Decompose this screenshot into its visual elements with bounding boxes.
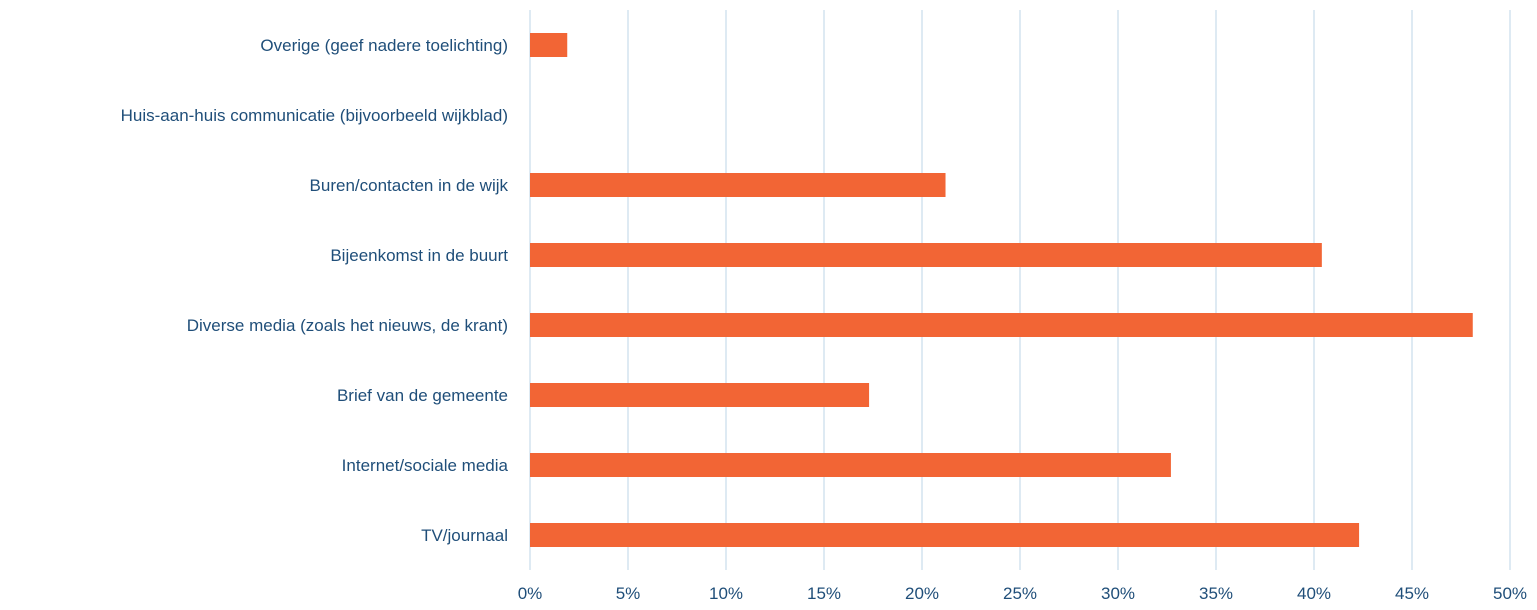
bar-4 bbox=[530, 313, 1473, 337]
category-label-0: Overige (geef nadere toelichting) bbox=[260, 36, 508, 55]
category-label-2: Buren/contacten in de wijk bbox=[310, 176, 509, 195]
bar-0 bbox=[530, 33, 568, 57]
category-labels: Overige (geef nadere toelichting) Huis-aa… bbox=[121, 36, 509, 545]
x-tick-label-1: 5% bbox=[616, 584, 641, 603]
bar-2 bbox=[530, 173, 946, 197]
x-tick-labels: 0% 5% 10% 15% 20% 25% 30% 35% 40% 45% 50% bbox=[518, 584, 1527, 603]
category-label-6: Internet/sociale media bbox=[342, 456, 509, 475]
bar-3 bbox=[530, 243, 1322, 267]
bar-6 bbox=[530, 453, 1171, 477]
bar-5 bbox=[530, 383, 870, 407]
x-tick-label-6: 30% bbox=[1101, 584, 1135, 603]
x-tick-label-3: 15% bbox=[807, 584, 841, 603]
category-label-7: TV/journaal bbox=[421, 526, 508, 545]
gridlines bbox=[529, 10, 1511, 570]
category-label-1: Huis-aan-huis communicatie (bijvoorbeeld… bbox=[121, 106, 508, 125]
x-tick-label-4: 20% bbox=[905, 584, 939, 603]
category-label-5: Brief van de gemeente bbox=[337, 386, 508, 405]
category-label-3: Bijeenkomst in de buurt bbox=[330, 246, 508, 265]
x-tick-label-8: 40% bbox=[1297, 584, 1331, 603]
category-label-4: Diverse media (zoals het nieuws, de kran… bbox=[187, 316, 508, 335]
x-tick-label-10: 50% bbox=[1493, 584, 1527, 603]
x-tick-label-9: 45% bbox=[1395, 584, 1429, 603]
x-tick-label-7: 35% bbox=[1199, 584, 1233, 603]
x-tick-label-2: 10% bbox=[709, 584, 743, 603]
bar-7 bbox=[530, 523, 1360, 547]
bars bbox=[530, 33, 1473, 547]
x-tick-label-0: 0% bbox=[518, 584, 543, 603]
x-tick-label-5: 25% bbox=[1003, 584, 1037, 603]
